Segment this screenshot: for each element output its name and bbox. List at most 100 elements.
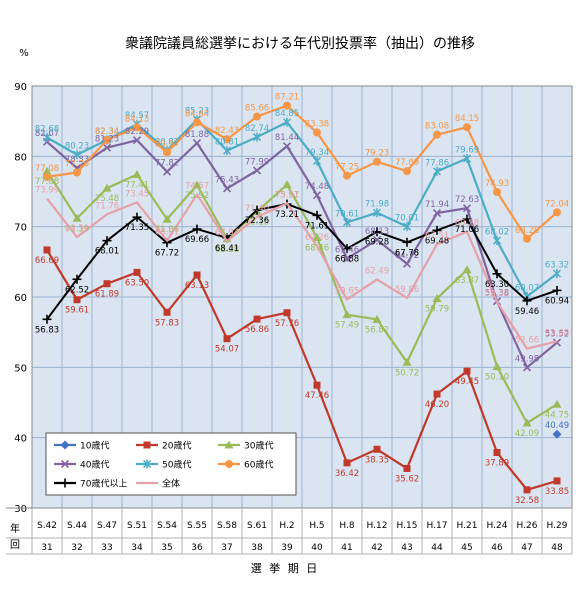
data-label: 50.72	[395, 368, 419, 378]
data-label: 73.21	[275, 210, 299, 220]
x-tick-label: H.8	[339, 521, 354, 531]
data-point	[132, 170, 142, 179]
data-point	[372, 314, 382, 323]
data-label: 47.46	[305, 391, 329, 401]
data-label: 56.86	[245, 325, 269, 335]
data-point	[552, 269, 562, 279]
data-point-stroke	[252, 166, 262, 175]
x-row-year-label: 年	[10, 522, 20, 535]
data-point	[253, 315, 261, 323]
data-point-stroke	[192, 139, 202, 148]
data-point	[523, 234, 531, 243]
x-tick-label: S.61	[247, 521, 267, 531]
x-session-label: 47	[521, 543, 532, 553]
legend-item: 70歳代以上	[54, 478, 127, 490]
data-point	[102, 183, 112, 192]
x-tick-label: H.17	[427, 521, 448, 531]
data-label: 84.13	[125, 114, 149, 124]
legend-label: 60歳代	[244, 459, 273, 471]
data-point	[342, 217, 352, 227]
data-point	[223, 335, 231, 343]
data-point	[103, 280, 111, 288]
data-point	[103, 135, 111, 144]
data-label: 68.02	[485, 228, 509, 238]
data-label: 73.99	[35, 186, 59, 196]
data-label: 75.43	[215, 175, 239, 185]
data-point	[493, 449, 501, 457]
x-tick-label: H.24	[487, 521, 508, 531]
data-point	[462, 154, 472, 164]
data-point	[463, 123, 471, 132]
data-point	[402, 237, 412, 247]
data-label: 77.08	[35, 164, 59, 174]
data-point	[372, 227, 382, 237]
data-label: 74.93	[485, 179, 509, 189]
data-label: 81.44	[275, 133, 299, 143]
legend-label: 50歳代	[162, 459, 191, 471]
data-point	[493, 187, 501, 196]
data-point	[222, 184, 232, 193]
data-label: 36.42	[335, 469, 359, 479]
data-label: 57.76	[275, 319, 299, 329]
data-label: 56.82	[365, 325, 389, 335]
data-label: 82.07	[35, 129, 59, 139]
data-point	[342, 244, 352, 254]
y-tick-label: 50	[14, 363, 27, 374]
x-session-label: 35	[161, 543, 172, 553]
data-label: 64.72	[395, 251, 419, 261]
legend-item: 30歳代	[218, 440, 273, 452]
data-point	[522, 296, 532, 306]
x-session-label: 39	[281, 543, 293, 553]
data-point	[282, 180, 292, 189]
data-label: 77.70	[65, 160, 89, 170]
data-label: 77.89	[395, 158, 419, 168]
data-point	[43, 246, 51, 254]
data-label: 42.09	[515, 429, 539, 439]
data-point	[433, 130, 441, 139]
data-point-stroke	[282, 142, 292, 151]
legend-item: 10歳代	[54, 440, 109, 452]
x-tick-label: H.21	[457, 521, 478, 531]
x-session-label: 36	[191, 543, 203, 553]
data-point	[432, 225, 442, 235]
data-point	[192, 139, 202, 148]
data-label: 74.57	[185, 182, 209, 192]
data-point	[492, 362, 502, 371]
data-label: 71.19	[65, 224, 89, 234]
series-7	[46, 192, 558, 350]
data-point	[403, 167, 411, 176]
legend-label: 30歳代	[244, 440, 273, 452]
data-label: 65.46	[335, 246, 359, 256]
data-point	[462, 214, 472, 224]
data-point	[73, 296, 81, 304]
legend-item: 40歳代	[54, 459, 109, 471]
x-session-label: 32	[71, 543, 82, 553]
data-point-stroke	[522, 363, 532, 372]
data-point	[342, 254, 352, 263]
data-label: 77.99	[245, 157, 269, 167]
data-point	[73, 168, 81, 177]
data-label: 72.63	[455, 195, 479, 205]
data-label: 81.23	[95, 135, 119, 145]
data-label: 71.76	[95, 201, 119, 211]
data-labels-group: 40.49 66.69 59.61 61.89 63.50 57.83 63.13 54.07…	[35, 93, 569, 506]
x-tick-label: S.58	[217, 521, 237, 531]
legend: 10歳代 20歳代 30歳代 40歳代 50歳代 60歳代 70歳代以上 全体	[45, 432, 297, 496]
data-point	[133, 123, 141, 132]
data-label: 87.21	[275, 93, 299, 103]
data-label: 67.26	[305, 233, 329, 243]
data-label: 83.38	[305, 120, 329, 130]
data-label: 63.87	[455, 276, 479, 286]
data-point	[523, 486, 531, 494]
data-point	[312, 232, 322, 241]
data-point	[132, 136, 142, 145]
data-label: 54.07	[215, 345, 239, 355]
data-point-stroke	[162, 167, 172, 176]
data-point	[553, 477, 561, 485]
data-label: 53.52	[545, 330, 569, 340]
y-axis-ticks: 30 40 50 60 70 80 90	[14, 82, 27, 515]
x-tick-label: H.2	[279, 521, 294, 531]
data-label: 46.20	[425, 400, 449, 410]
